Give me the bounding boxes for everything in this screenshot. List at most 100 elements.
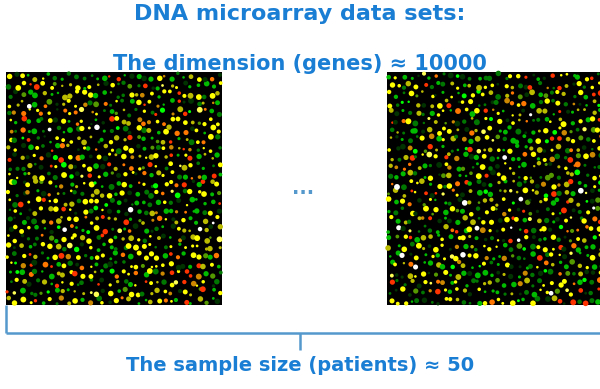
- Point: [30, 241, 40, 247]
- Point: [468, 219, 478, 225]
- Point: [438, 143, 448, 149]
- Point: [575, 209, 584, 215]
- Point: [526, 175, 536, 181]
- Point: [138, 220, 148, 226]
- Point: [179, 74, 188, 81]
- Point: [58, 143, 67, 149]
- Point: [70, 232, 79, 238]
- Point: [200, 130, 209, 136]
- Point: [10, 151, 19, 158]
- Point: [391, 164, 401, 170]
- Point: [74, 135, 84, 141]
- Point: [383, 191, 393, 197]
- Point: [146, 76, 156, 82]
- Text: The sample size (patients) ≈ 50: The sample size (patients) ≈ 50: [126, 356, 474, 375]
- Point: [445, 289, 455, 295]
- Point: [406, 170, 415, 176]
- Point: [54, 270, 64, 277]
- Point: [460, 200, 470, 206]
- Point: [182, 268, 192, 275]
- Point: [38, 75, 48, 82]
- Point: [154, 235, 164, 241]
- Point: [175, 145, 184, 151]
- Point: [56, 214, 66, 221]
- Point: [453, 73, 463, 79]
- Point: [198, 286, 208, 292]
- Point: [59, 101, 68, 107]
- Point: [449, 119, 458, 125]
- Point: [467, 111, 477, 117]
- Point: [424, 116, 434, 122]
- Point: [191, 196, 201, 203]
- Point: [512, 216, 521, 223]
- Point: [418, 111, 428, 117]
- Point: [212, 298, 222, 305]
- Point: [193, 147, 203, 153]
- Point: [179, 182, 189, 188]
- Point: [553, 288, 562, 294]
- Point: [406, 110, 415, 116]
- Point: [142, 189, 152, 195]
- Point: [173, 70, 182, 77]
- Point: [167, 270, 177, 276]
- Point: [508, 215, 518, 221]
- Point: [154, 144, 163, 151]
- Point: [553, 89, 562, 95]
- Point: [79, 139, 89, 145]
- Point: [194, 120, 204, 126]
- Point: [189, 208, 199, 214]
- Point: [31, 254, 40, 260]
- Point: [550, 295, 559, 301]
- Point: [539, 148, 549, 154]
- Point: [59, 246, 69, 252]
- Point: [573, 126, 583, 133]
- Point: [101, 202, 111, 208]
- Point: [7, 259, 16, 266]
- Point: [94, 154, 104, 160]
- Point: [106, 291, 116, 297]
- Point: [514, 255, 524, 261]
- Point: [506, 273, 515, 280]
- Point: [152, 263, 161, 270]
- Point: [514, 156, 523, 162]
- Point: [398, 205, 407, 211]
- Point: [117, 98, 127, 104]
- Point: [562, 71, 572, 77]
- Point: [214, 190, 224, 196]
- Point: [582, 102, 592, 109]
- Point: [24, 224, 34, 231]
- Point: [386, 135, 396, 141]
- Bar: [6, 72, 222, 305]
- Point: [500, 154, 509, 161]
- Point: [487, 196, 496, 203]
- Point: [547, 135, 557, 142]
- Point: [173, 152, 183, 158]
- Point: [92, 254, 102, 261]
- Point: [148, 210, 157, 217]
- Point: [514, 102, 523, 108]
- Point: [44, 170, 54, 177]
- Point: [596, 133, 600, 139]
- Point: [431, 272, 441, 278]
- Point: [475, 102, 484, 109]
- Point: [393, 301, 403, 307]
- Point: [10, 300, 19, 306]
- Point: [152, 279, 162, 285]
- Point: [536, 198, 545, 205]
- Point: [93, 76, 103, 82]
- Point: [556, 116, 565, 123]
- Point: [441, 224, 451, 230]
- Point: [515, 181, 524, 187]
- Point: [194, 273, 203, 280]
- Point: [212, 279, 221, 285]
- Point: [53, 106, 62, 112]
- Point: [460, 82, 470, 88]
- Point: [394, 243, 404, 249]
- Point: [181, 174, 190, 180]
- Point: [80, 198, 90, 205]
- Point: [43, 71, 53, 77]
- Point: [494, 70, 503, 77]
- Point: [97, 137, 106, 143]
- Point: [408, 128, 418, 134]
- Point: [559, 130, 569, 136]
